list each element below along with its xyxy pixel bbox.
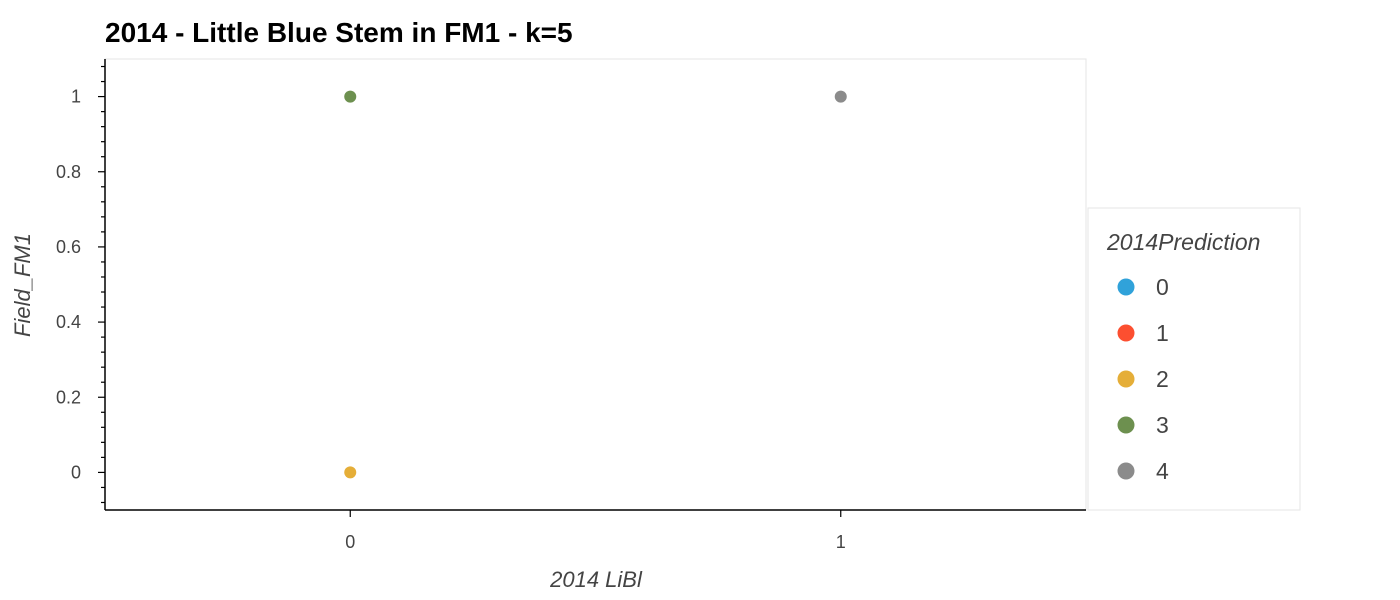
y-tick-label: 0 bbox=[71, 462, 81, 482]
y-axis-label: Field_FM1 bbox=[10, 233, 35, 337]
x-tick-label: 1 bbox=[836, 532, 846, 552]
legend-marker-2 bbox=[1117, 370, 1135, 388]
y-tick-label: 0.6 bbox=[56, 237, 81, 257]
x-tick-label: 0 bbox=[345, 532, 355, 552]
legend-label-0: 0 bbox=[1156, 274, 1169, 300]
y-tick-label: 0.8 bbox=[56, 162, 81, 182]
data-points bbox=[344, 90, 847, 479]
y-tick-label: 0.2 bbox=[56, 387, 81, 407]
y-tick-label: 1 bbox=[71, 87, 81, 107]
legend-label-1: 1 bbox=[1156, 320, 1169, 346]
legend-marker-4 bbox=[1117, 462, 1135, 480]
scatter-point-class-3 bbox=[344, 90, 357, 103]
legend-marker-0 bbox=[1117, 278, 1135, 296]
legend-box bbox=[1087, 207, 1301, 511]
plot-area bbox=[104, 58, 1087, 511]
y-tick-label: 0.4 bbox=[56, 312, 81, 332]
legend-title: 2014Prediction bbox=[1106, 229, 1260, 255]
chart-title: 2014 - Little Blue Stem in FM1 - k=5 bbox=[105, 17, 573, 48]
y-axis-ticks: 0 0.2 0.4 0.6 0.8 1 bbox=[56, 65, 105, 504]
legend-label-2: 2 bbox=[1156, 366, 1169, 392]
scatter-point-class-2 bbox=[344, 466, 357, 479]
legend-marker-3 bbox=[1117, 416, 1135, 434]
legend-label-4: 4 bbox=[1156, 458, 1169, 484]
x-axis-label: 2014 LiBl bbox=[549, 567, 643, 592]
scatter-point-class-4 bbox=[834, 90, 847, 103]
legend-entries: 0 1 2 3 4 bbox=[1117, 274, 1169, 484]
legend-marker-1 bbox=[1117, 324, 1135, 342]
legend-label-3: 3 bbox=[1156, 412, 1169, 438]
legend: 2014Prediction 0 1 2 3 4 bbox=[1087, 207, 1301, 511]
